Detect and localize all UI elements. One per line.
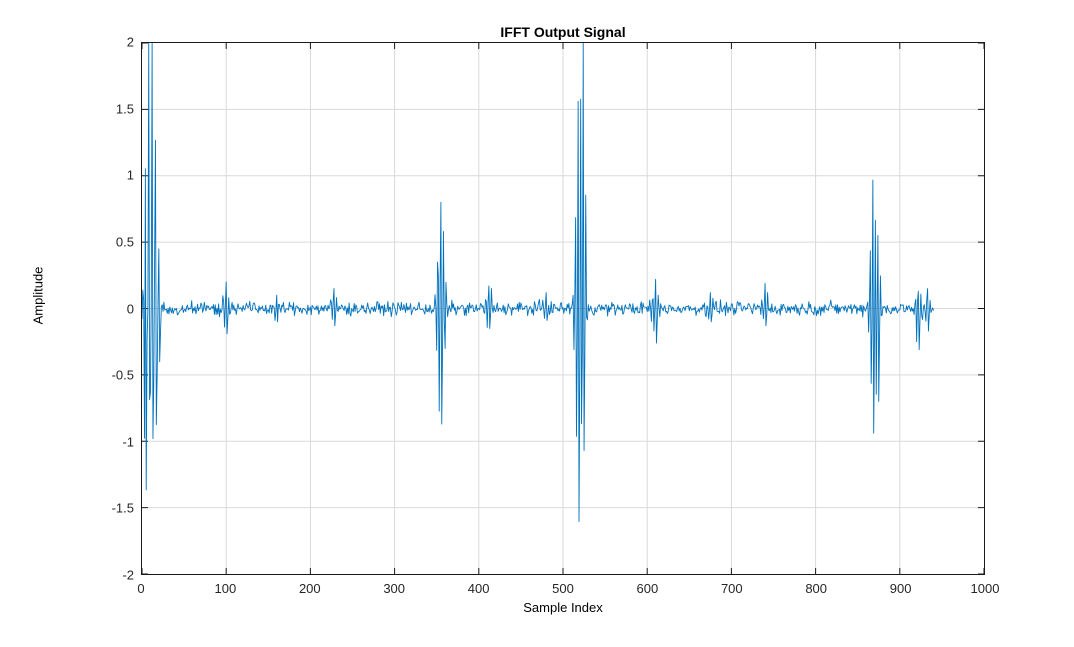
x-tick-label: 800 [805,581,828,596]
y-tick-label: -2 [122,567,134,583]
y-tick-label: 0 [126,301,134,316]
signal-plot-svg [142,43,984,574]
y-tick-label: -1 [122,434,134,450]
x-tick-label: 0 [137,581,145,596]
y-tick-label: -0.5 [111,367,134,383]
y-axis-tick-labels: -2 -1.5 -1 -0.5 0 0.5 1 1.5 2 [70,35,134,583]
y-tick-label: 0.5 [115,234,134,250]
x-tick-label: 900 [889,581,912,596]
x-axis-tick-labels: 0 100 200 300 400 500 600 700 800 900 1000 [137,581,999,601]
x-tick-label: 200 [298,581,321,596]
y-axis-label: Amplitude [30,266,46,325]
x-tick-label: 700 [720,581,743,596]
y-tick-label: 1 [126,167,134,183]
x-tick-label: 600 [636,581,659,596]
y-tick-label: 2 [126,34,134,50]
x-tick-label: 300 [383,581,406,596]
x-tick-label: 1000 [970,581,1000,596]
chart-title: IFFT Output Signal [500,24,626,40]
x-tick-label: 500 [552,581,574,596]
y-tick-label: -1.5 [111,500,134,516]
y-tick-label: 1.5 [115,101,134,117]
plot-area [141,42,985,575]
signal-trace [142,43,934,522]
x-tick-label: 100 [214,581,237,596]
x-axis-label: Sample Index [523,600,603,615]
x-tick-label: 400 [467,581,490,596]
